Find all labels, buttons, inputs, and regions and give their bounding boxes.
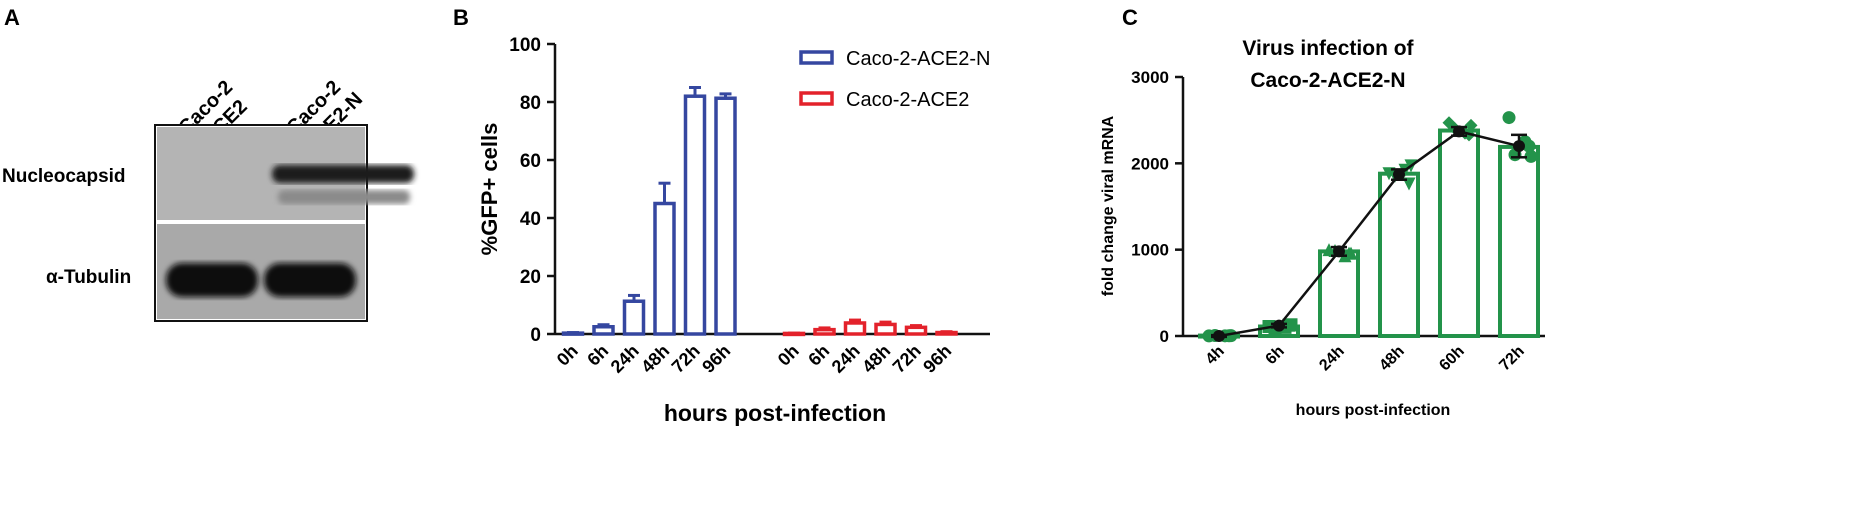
chart-b-x-axis-label: hours post-infection — [664, 400, 886, 426]
blot-band-tubulin — [264, 263, 356, 297]
chart-c-bar — [1378, 171, 1420, 338]
chart-b-y-tick-label: 100 — [509, 35, 541, 56]
chart-b-x-tick-label: 24h — [607, 341, 643, 377]
chart-b-bar — [874, 322, 897, 336]
chart-b-x-tick-label: 0h — [553, 341, 582, 370]
chart-c-y-tick-label: 1000 — [1131, 241, 1169, 260]
chart-b-x-tick-label: 0h — [774, 341, 803, 370]
chart-b-bar — [622, 299, 646, 336]
chart-b-legend-label: Caco-2-ACE2-N — [846, 48, 990, 70]
chart-c-replicate-point — [1284, 318, 1298, 332]
chart-c-mean-point — [1333, 245, 1345, 258]
chart-c-mean-point — [1273, 319, 1285, 332]
panel-c: C Virus infection of Caco-2-ACE2-N 0 1000 20… — [1100, 5, 1545, 419]
chart-b-y-axis-label: %GFP+ cells — [477, 123, 502, 256]
panel-b-letter: B — [453, 5, 469, 30]
chart-b-bar — [843, 321, 867, 336]
blot-band-nucleocapsid-faint — [278, 190, 410, 204]
chart-b-bar — [592, 325, 615, 336]
chart-c-replicate-point — [1502, 111, 1516, 125]
chart-b-y-tick-label: 60 — [520, 151, 541, 172]
panel-c-letter: C — [1122, 5, 1138, 30]
chart-c-replicate-point — [1344, 246, 1358, 260]
blot-row-tubulin-label: α-Tubulin — [46, 267, 131, 288]
chart-b-legend-swatch — [799, 91, 834, 106]
chart-b-legend-swatch — [799, 50, 834, 65]
chart-c-x-tick-label: 72h — [1496, 343, 1528, 375]
chart-c-bar — [1438, 128, 1480, 338]
chart-c-x-tick-label: 4h — [1203, 343, 1228, 368]
chart-b-x-tick-label: 6h — [583, 341, 612, 370]
chart-c-mean-point — [1393, 168, 1405, 181]
chart-b-bar — [653, 201, 676, 336]
chart-c-y-tick-label: 3000 — [1131, 68, 1169, 87]
chart-b-x-tick-label: 72h — [668, 341, 704, 377]
chart-c-mean-line — [1218, 130, 1520, 338]
blot-row-nucleocapsid-label: Nucleocapsid — [2, 166, 126, 187]
chart-b-x-tick-label: 24h — [828, 341, 864, 377]
chart-c-mean-point — [1213, 330, 1225, 342]
blot-band-tubulin — [166, 263, 258, 297]
chart-c-title-line-1: Virus infection of — [1242, 37, 1414, 60]
chart-c-replicate-point — [1464, 118, 1478, 132]
chart-c-x-tick-label: 6h — [1263, 343, 1288, 368]
chart-b-bar — [714, 96, 737, 336]
blot-band-nucleocapsid — [272, 165, 414, 183]
chart-c-mean-point — [1513, 140, 1525, 153]
chart-b-x-tick-label: 48h — [858, 341, 894, 377]
chart-b-x-tick-label: 48h — [637, 341, 673, 377]
chart-c-x-tick-label: 60h — [1436, 343, 1468, 375]
chart-c-y-axis-label: fold change viral mRNA — [1100, 115, 1117, 296]
panel-a-letter: A — [4, 5, 20, 30]
chart-b-x-tick-label: 96h — [698, 341, 734, 377]
chart-b-bar — [813, 327, 836, 336]
chart-b-x-tick-label: 72h — [889, 341, 925, 377]
chart-b-y-tick-label: 40 — [520, 209, 541, 230]
chart-c-title-line-2: Caco-2-ACE2-N — [1250, 69, 1405, 92]
chart-b-bar — [904, 325, 928, 336]
chart-b-legend-label: Caco-2-ACE2 — [846, 89, 969, 111]
chart-c-x-tick-label: 24h — [1316, 343, 1348, 375]
chart-c-x-axis-label: hours post-infection — [1296, 402, 1451, 419]
chart-c-mean-point — [1453, 125, 1465, 138]
chart-b-y-tick-label: 80 — [520, 93, 541, 114]
chart-c-bar — [1498, 144, 1540, 338]
chart-b-y-tick-label: 0 — [530, 325, 541, 346]
chart-c-y-tick-label: 0 — [1160, 327, 1169, 346]
chart-c-bar — [1318, 249, 1360, 338]
chart-b-y-tick-label: 20 — [520, 267, 541, 288]
chart-c-replicate-point — [1524, 149, 1538, 163]
panel-a: A Caco-2-ACE2 Caco-2-ACE2-N Nucleocapsid… — [2, 5, 414, 322]
chart-c-x-tick-label: 48h — [1376, 343, 1408, 375]
chart-b-x-tick-label: 6h — [804, 341, 833, 370]
chart-b-x-tick-label: 96h — [919, 341, 955, 377]
chart-b-bar — [683, 94, 707, 336]
chart-c-y-tick-label: 2000 — [1131, 154, 1169, 173]
